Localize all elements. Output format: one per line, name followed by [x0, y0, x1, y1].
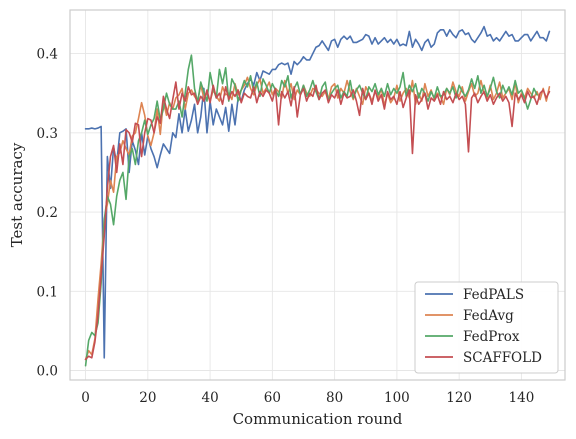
legend: FedPALS FedAvg FedProx SCAFFOLD [414, 281, 559, 374]
x-tick-label: 40 [202, 390, 219, 406]
x-axis-label: Communication round [233, 410, 403, 428]
y-tick-label: 0.1 [37, 284, 58, 300]
y-tick-label: 0.3 [37, 126, 58, 142]
x-tick-label: 120 [446, 390, 472, 406]
y-axis-ticks: 0.0 0.1 0.2 0.3 0.4 [37, 47, 58, 380]
legend-label-fedavg: FedAvg [463, 308, 514, 324]
x-tick-label: 60 [264, 390, 281, 406]
y-tick-label: 0.2 [37, 205, 58, 221]
y-axis-label: Test accuracy [8, 142, 26, 247]
x-tick-label: 0 [81, 390, 90, 406]
x-axis-ticks: 0 20 40 60 80 100 120 140 [81, 390, 534, 406]
legend-box [414, 281, 559, 374]
plot-series [84, 25, 551, 367]
legend-label-fedpals: FedPALS [463, 287, 524, 303]
x-tick-label: 140 [509, 390, 535, 406]
y-tick-label: 0.4 [37, 47, 58, 63]
x-tick-label: 100 [384, 390, 410, 406]
series-line-scaffold [84, 81, 551, 361]
series-line-fedpals [84, 25, 551, 359]
x-tick-label: 80 [326, 390, 343, 406]
y-tick-label: 0.0 [37, 363, 58, 379]
legend-entries: FedPALS FedAvg FedProx SCAFFOLD [425, 287, 542, 366]
legend-label-scaffold: SCAFFOLD [463, 350, 542, 366]
legend-label-fedprox: FedProx [463, 329, 520, 345]
x-tick-label: 20 [139, 390, 156, 406]
plot-frame [69, 9, 566, 381]
